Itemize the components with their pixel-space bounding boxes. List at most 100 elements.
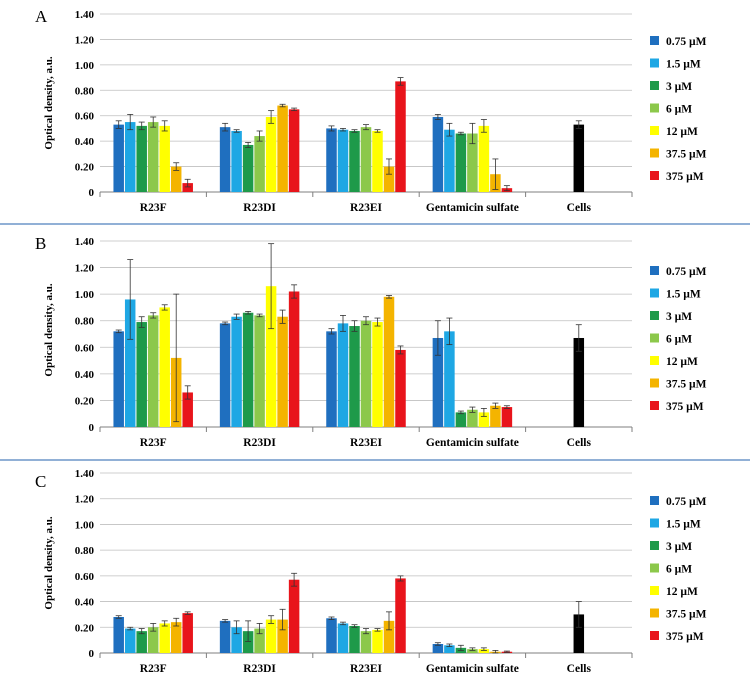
legend-swatch (650, 126, 659, 135)
legend-label: 1.5 µM (666, 59, 701, 71)
legend-label: 1.5 µM (666, 519, 701, 531)
bar (326, 618, 337, 653)
legend-label: 6 µM (666, 104, 692, 116)
bar (395, 349, 406, 427)
legend-swatch (650, 333, 659, 343)
bar (265, 116, 277, 192)
panel-b: B Optical density, a.u. 0 0.20 0.40 0.60 0.8… (35, 234, 707, 449)
bar (288, 109, 300, 192)
y-axis-label: Optical density, a.u. (43, 283, 55, 376)
bar (231, 627, 242, 653)
bar (265, 619, 277, 653)
bar (478, 649, 490, 653)
legend-swatch (650, 356, 659, 365)
legend-swatch (650, 288, 659, 298)
y-tick-label: 0.80 (75, 545, 95, 557)
x-tick-label: R23EI (350, 437, 382, 449)
bar (124, 299, 136, 427)
panel-a: A Optical density, a.u. 0 0.20 0.40 0.60 0.8… (35, 7, 707, 214)
y-tick-label: 1.40 (75, 468, 95, 480)
bar (432, 644, 444, 653)
legend-label: 375 µM (666, 171, 704, 183)
legend-label: 6 µM (666, 334, 692, 346)
bar (383, 166, 395, 192)
x-tick-label: R23F (140, 202, 167, 214)
bar (337, 623, 349, 653)
bar (254, 136, 265, 192)
bar (455, 133, 467, 192)
bar (242, 312, 254, 427)
bar (432, 116, 444, 192)
legend-label: 12 µM (666, 126, 698, 138)
bar (159, 623, 170, 653)
x-tick-label: Cells (567, 663, 592, 675)
bar (337, 129, 349, 192)
legend-label: 0.75 µM (666, 36, 707, 48)
legend-swatch (650, 311, 659, 320)
bar (182, 183, 193, 192)
bar (219, 323, 231, 427)
bar (349, 326, 360, 427)
legend-label: 3 µM (666, 311, 692, 323)
bar (170, 166, 182, 192)
bar (231, 316, 242, 427)
bar (124, 122, 136, 192)
bar (467, 133, 478, 192)
legend-swatch (650, 631, 659, 640)
bar (432, 337, 444, 427)
bar (467, 649, 478, 653)
x-tick-label: R23DI (243, 437, 276, 449)
bar (360, 320, 372, 427)
bar (337, 323, 349, 427)
legend-label: 12 µM (666, 356, 698, 368)
legend-swatch (650, 171, 659, 180)
legend-swatch (650, 81, 659, 90)
bar (326, 331, 337, 427)
bar (182, 392, 193, 427)
y-tick-label: 0 (89, 187, 95, 199)
legend: 0.75 µM 1.5 µM 3 µM 6 µM 12 µM 37.5 µM 375 µM (650, 496, 707, 643)
y-tick-label: 0.60 (75, 571, 95, 583)
bar (136, 125, 147, 192)
y-axis-label: Optical density, a.u. (43, 516, 55, 609)
bar (242, 144, 254, 192)
y-tick-label: 1.20 (75, 263, 95, 275)
bar (444, 129, 455, 192)
bar (326, 128, 337, 192)
bar (360, 631, 372, 653)
y-tick-label: 1.20 (75, 494, 95, 506)
y-tick-label: 1.00 (75, 289, 95, 301)
bar (219, 620, 231, 653)
y-tick-label: 0.80 (75, 316, 95, 328)
legend-label: 37.5 µM (666, 149, 707, 161)
panel-label: B (35, 234, 46, 253)
bar (573, 337, 585, 427)
bar (159, 307, 170, 427)
bar (277, 316, 288, 427)
bar (147, 122, 159, 192)
y-tick-label: 0.40 (75, 369, 95, 381)
y-tick-label: 0.20 (75, 395, 95, 407)
y-tick-label: 1.40 (75, 236, 95, 248)
bar (573, 614, 585, 653)
x-tick-label: R23DI (243, 202, 276, 214)
legend-label: 6 µM (666, 564, 692, 576)
y-tick-label: 1.20 (75, 34, 95, 46)
bar (159, 125, 170, 192)
legend-swatch (650, 541, 659, 550)
x-tick-label: R23F (140, 437, 167, 449)
bar (455, 412, 467, 427)
legend-swatch (650, 36, 659, 45)
bar (277, 619, 288, 653)
bar (395, 81, 406, 192)
bar (113, 331, 124, 427)
bar (254, 315, 265, 427)
bar (288, 579, 300, 653)
bar (444, 331, 455, 427)
bar (372, 322, 383, 427)
y-tick-label: 0.40 (75, 136, 95, 148)
legend-swatch (650, 378, 659, 388)
bar (182, 613, 193, 653)
bar (113, 617, 124, 653)
